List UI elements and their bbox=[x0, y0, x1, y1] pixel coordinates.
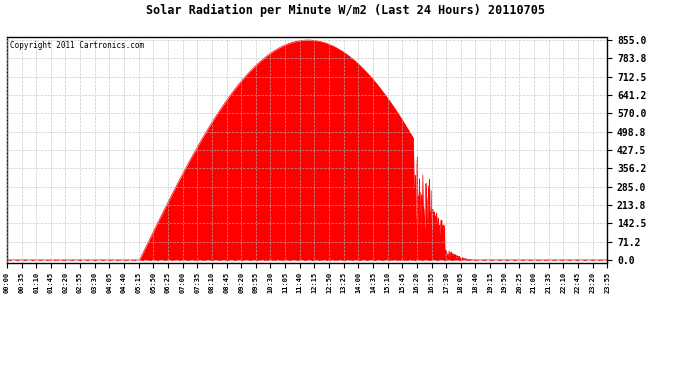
Text: Solar Radiation per Minute W/m2 (Last 24 Hours) 20110705: Solar Radiation per Minute W/m2 (Last 24… bbox=[146, 4, 544, 17]
Text: Copyright 2011 Cartronics.com: Copyright 2011 Cartronics.com bbox=[10, 41, 144, 50]
